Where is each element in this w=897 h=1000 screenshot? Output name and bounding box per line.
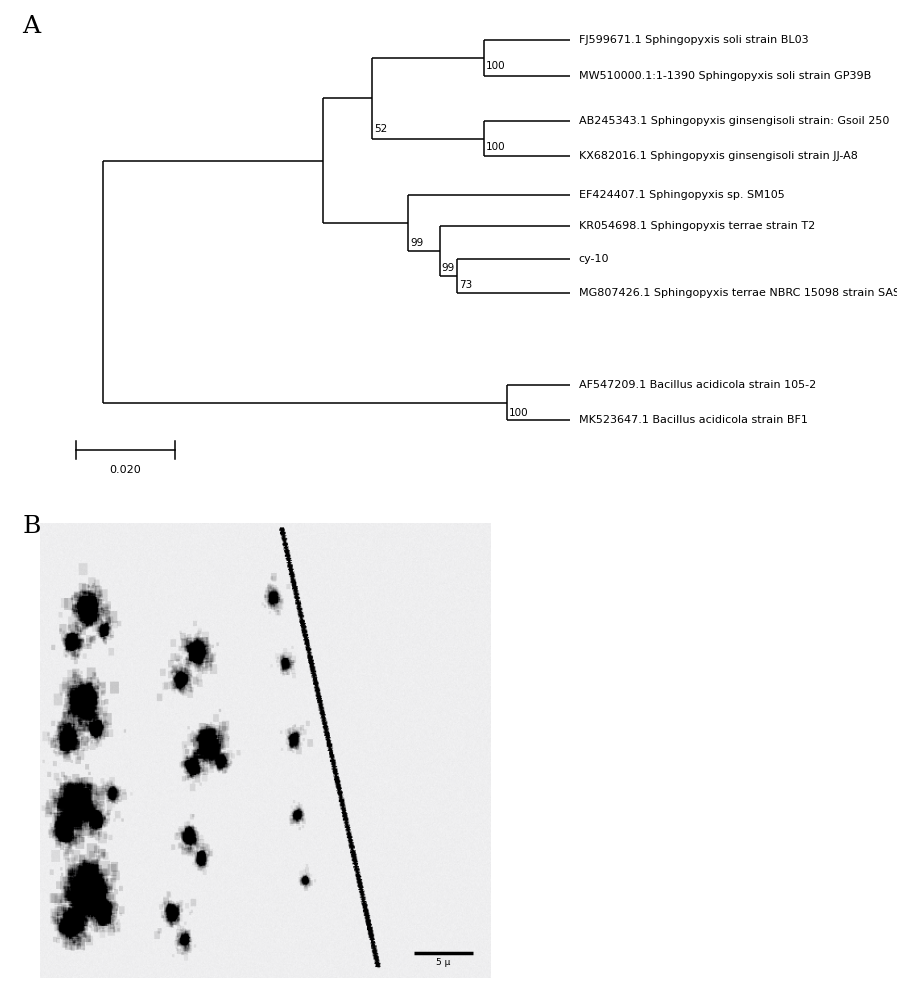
Text: 0.020: 0.020 xyxy=(109,465,142,475)
Text: FJ599671.1 Sphingopyxis soli strain BL03: FJ599671.1 Sphingopyxis soli strain BL03 xyxy=(579,35,808,45)
Text: 100: 100 xyxy=(509,408,528,418)
Text: MW510000.1:1-1390 Sphingopyxis soli strain GP39B: MW510000.1:1-1390 Sphingopyxis soli stra… xyxy=(579,71,871,81)
Text: A: A xyxy=(22,15,40,38)
Text: 73: 73 xyxy=(459,280,473,290)
Text: KX682016.1 Sphingopyxis ginsengisoli strain JJ-A8: KX682016.1 Sphingopyxis ginsengisoli str… xyxy=(579,151,858,161)
Text: EF424407.1 Sphingopyxis sp. SM105: EF424407.1 Sphingopyxis sp. SM105 xyxy=(579,190,784,200)
Text: 99: 99 xyxy=(441,263,455,273)
Text: 52: 52 xyxy=(374,124,388,134)
Text: MG807426.1 Sphingopyxis terrae NBRC 15098 strain SAS22: MG807426.1 Sphingopyxis terrae NBRC 1509… xyxy=(579,288,897,298)
Text: 100: 100 xyxy=(486,61,506,71)
Text: KR054698.1 Sphingopyxis terrae strain T2: KR054698.1 Sphingopyxis terrae strain T2 xyxy=(579,221,814,231)
Text: AF547209.1 Bacillus acidicola strain 105-2: AF547209.1 Bacillus acidicola strain 105… xyxy=(579,380,815,390)
Text: B: B xyxy=(22,515,40,538)
Text: AB245343.1 Sphingopyxis ginsengisoli strain: Gsoil 250: AB245343.1 Sphingopyxis ginsengisoli str… xyxy=(579,116,889,126)
Text: 5 μ: 5 μ xyxy=(436,958,450,967)
Text: cy-10: cy-10 xyxy=(579,254,609,264)
Text: 99: 99 xyxy=(410,238,423,248)
Text: 100: 100 xyxy=(486,142,506,152)
Text: MK523647.1 Bacillus acidicola strain BF1: MK523647.1 Bacillus acidicola strain BF1 xyxy=(579,415,807,425)
